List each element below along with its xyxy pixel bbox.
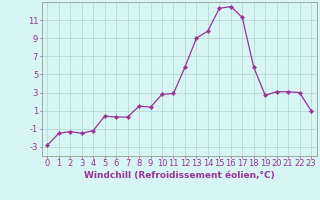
- X-axis label: Windchill (Refroidissement éolien,°C): Windchill (Refroidissement éolien,°C): [84, 171, 275, 180]
